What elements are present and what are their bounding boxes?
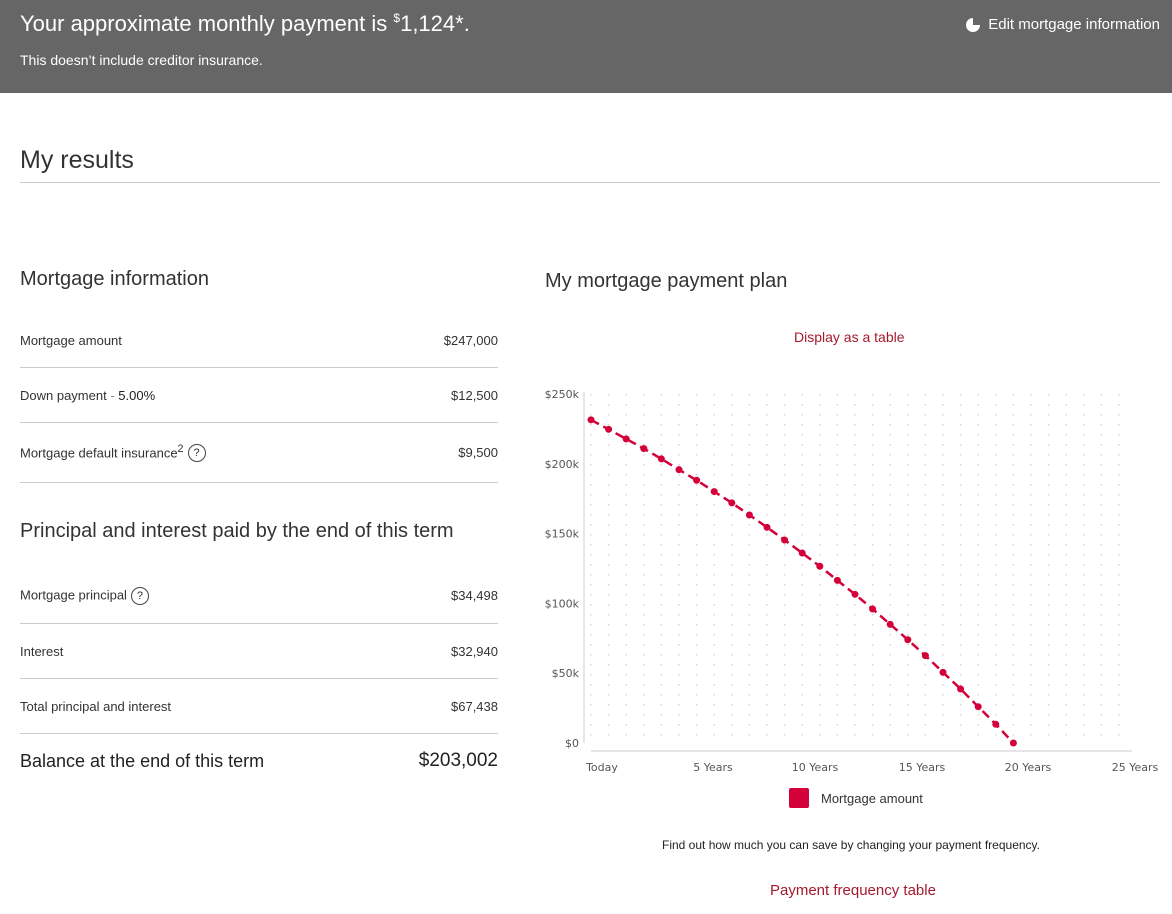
row-label: Down payment <box>20 387 107 403</box>
data-point <box>904 636 912 644</box>
row-value: $12,500 <box>451 387 498 403</box>
row-down-payment: Down payment - 5.00% $12,500 <box>20 368 498 423</box>
payment-frequency-link[interactable]: Payment frequency table <box>770 882 936 899</box>
data-point <box>1009 739 1017 747</box>
x-tick-label: 15 Years <box>899 761 946 774</box>
headline-suffix: *. <box>455 11 470 36</box>
y-tick-label: $100k <box>545 597 580 610</box>
legend-label: Mortgage amount <box>821 790 923 806</box>
row-label: Total principal and interest <box>20 698 172 714</box>
x-tick-label: Today <box>585 761 618 774</box>
help-icon[interactable]: ? <box>130 586 149 605</box>
data-point <box>622 435 630 443</box>
data-point <box>851 590 859 598</box>
data-point <box>798 549 806 557</box>
data-point <box>974 703 982 711</box>
data-point <box>939 668 947 676</box>
plan-title: My mortgage payment plan <box>545 270 788 292</box>
edit-label: Edit mortgage information <box>988 16 1160 33</box>
monthly-payment: 1,124 <box>400 11 456 36</box>
data-point <box>710 488 718 496</box>
row-label: Interest <box>20 643 64 659</box>
headline-text: Your approximate monthly payment is <box>20 11 394 36</box>
data-point <box>657 455 665 463</box>
x-tick-label: 25 Years <box>1112 761 1159 774</box>
data-point <box>992 720 1000 728</box>
payment-headline: Your approximate monthly payment is $1,1… <box>20 11 470 37</box>
page-title: My results <box>20 146 134 174</box>
chart-legend: Mortgage amount <box>789 788 923 808</box>
data-point <box>816 562 824 570</box>
row-value: $32,940 <box>451 643 498 659</box>
creditor-insurance-note: This doesn’t include creditor insurance. <box>20 52 263 68</box>
data-point <box>745 511 753 519</box>
edit-mortgage-info-button[interactable]: Edit mortgage information <box>966 16 1160 33</box>
data-point <box>886 620 894 628</box>
row-interest: Interest $32,940 <box>20 624 498 679</box>
y-tick-label: $50k <box>552 667 580 680</box>
row-mortgage-amount: Mortgage amount $247,000 <box>20 313 498 368</box>
balance-value: $203,002 <box>418 750 498 771</box>
currency-symbol: $ <box>393 11 401 25</box>
row-value: $34,498 <box>451 588 498 603</box>
data-point <box>728 499 736 507</box>
payment-frequency-note: Find out how much you can save by changi… <box>662 838 1040 852</box>
y-tick-label: $0 <box>565 737 579 750</box>
row-value: $9,500 <box>458 445 498 460</box>
row-default-insurance: Mortgage default insurance2? $9,500 <box>20 423 498 483</box>
display-as-table-link[interactable]: Display as a table <box>794 329 905 345</box>
x-tick-label: 20 Years <box>1005 761 1052 774</box>
y-tick-label: $250k <box>545 388 580 401</box>
data-point <box>640 445 648 453</box>
row-value: $67,438 <box>451 698 498 714</box>
row-balance: Balance at the end of this term $203,002 <box>20 734 498 788</box>
data-point <box>693 476 701 484</box>
balance-label: Balance at the end of this term <box>20 750 265 771</box>
payment-banner: Your approximate monthly payment is $1,1… <box>0 0 1172 93</box>
mortgage-chart: $250k $200k $150k $100k $50k $0 Today 5 Years 10… <box>545 388 1159 774</box>
row-value: $247,000 <box>443 332 498 348</box>
separator: - <box>106 387 119 403</box>
data-point <box>587 416 595 424</box>
mortgage-info-title: Mortgage information <box>20 268 209 290</box>
data-point <box>675 466 683 474</box>
y-tick-label: $200k <box>545 458 580 471</box>
data-point <box>763 523 771 531</box>
row-label: Mortgage principal <box>20 586 127 602</box>
data-point <box>921 652 929 660</box>
row-total: Total principal and interest $67,438 <box>20 679 498 734</box>
down-payment-percent: 5.00% <box>118 387 156 403</box>
data-point <box>957 685 965 693</box>
pie-chart-icon <box>966 17 981 32</box>
data-point <box>869 605 877 613</box>
row-label: Mortgage default insurance <box>20 444 178 460</box>
help-icon[interactable]: ? <box>187 444 206 463</box>
data-point <box>781 536 789 544</box>
data-point <box>605 425 613 433</box>
footnote: 2 <box>177 442 184 455</box>
x-tick-label: 5 Years <box>693 761 733 774</box>
divider <box>20 182 1160 183</box>
y-tick-label: $150k <box>545 528 580 541</box>
data-point <box>833 576 841 584</box>
row-label: Mortgage amount <box>20 332 122 348</box>
x-tick-label: 10 Years <box>792 761 839 774</box>
legend-swatch <box>789 788 809 808</box>
row-mortgage-principal: Mortgage principal? $34,498 <box>20 568 498 624</box>
term-title: Principal and interest paid by the end o… <box>20 520 454 542</box>
